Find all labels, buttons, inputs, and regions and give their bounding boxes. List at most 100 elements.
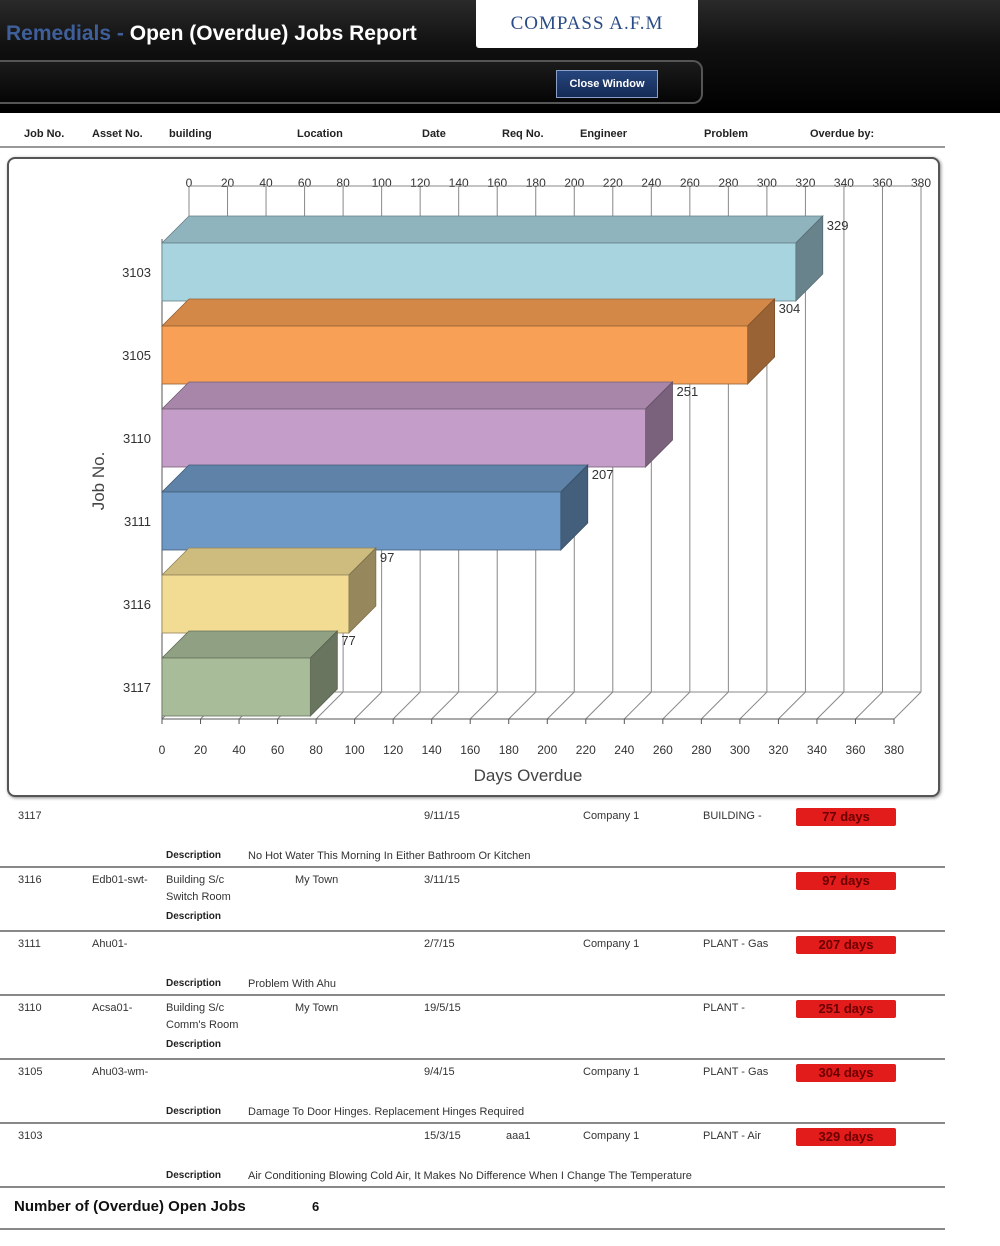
close-window-button[interactable]: Close Window [556,70,658,98]
table-row[interactable]: 3116 Edb01-swt- Building S/c Switch Room My … [0,872,945,938]
bottom-tick-label: 80 [309,743,323,757]
bottom-tick-label: 0 [159,743,166,757]
bottom-tick-label: 280 [691,743,711,757]
chart-svg: 0 0 20 20 40 40 60 60 80 80 100 100 120 120 140 140 160 1… [89,176,931,785]
bottom-tick-label: 100 [345,743,365,757]
description-text: Damage To Door Hinges. Replacement Hinge… [248,1106,525,1118]
description-text: Air Conditioning Blowing Cold Air, It Ma… [248,1170,692,1182]
bottom-tick-label: 20 [194,743,208,757]
row-divider [0,866,945,868]
job-number: 3117 [18,810,42,822]
building-detail: Switch Room [166,891,231,903]
overdue-badge: 304 days [796,1064,896,1082]
x-axis-title: Days Overdue [474,766,583,785]
asset-number: Edb01-swt- [92,874,148,886]
bar-value-label: 304 [779,301,801,316]
gridline-floor [546,691,575,720]
category-label: 3103 [122,265,151,280]
gridline-floor [392,691,421,720]
description-label: Description [166,978,222,989]
bar-top-3105 [161,298,776,327]
gridline-floor [585,691,614,720]
column-header-problem: Problem [704,128,749,140]
asset-number: Ahu01- [92,938,128,950]
gridline-floor [508,691,537,720]
column-header-location: Location [297,128,343,140]
description-text: No Hot Water This Morning In Either Bath… [248,850,531,862]
problem: BUILDING - [703,810,762,822]
bottom-tick-label: 300 [730,743,750,757]
top-tick-label: 160 [487,176,507,190]
title-prefix: Remedials [6,22,112,45]
header-divider [0,146,945,148]
gridline-floor [816,691,845,720]
location: My Town [295,1002,339,1014]
gridline-floor [354,691,382,720]
engineer: Company 1 [583,938,640,950]
engineer: Company 1 [583,1130,640,1142]
overdue-badge: 251 days [796,1000,896,1018]
top-tick-label: 120 [410,176,430,190]
bottom-tick-label: 220 [576,743,596,757]
bar-value-label: 329 [827,218,849,233]
bottom-tick-label: 320 [768,743,788,757]
logo-text: COMPASS A.F.M [510,13,664,34]
table-row[interactable]: 3117 9/11/15 Company 1 BUILDING - 77 days Des… [0,808,945,874]
category-label: 3116 [123,597,151,612]
title-separator: - [111,22,130,45]
column-header-date: Date [422,128,446,140]
building: Building S/c [166,874,225,886]
description-text: Problem With Ahu [248,978,337,990]
table-row[interactable]: 3111 Ahu01- 2/7/15 Company 1 PLANT - Gas 207 … [0,936,945,1002]
table-row[interactable]: 3103 15/3/15 aaa1 Company 1 PLANT - Air 329 d… [0,1128,945,1194]
top-tick-label: 80 [336,176,350,190]
engineer: Company 1 [583,810,640,822]
description-label: Description [166,1039,222,1050]
bottom-tick-label: 200 [537,743,557,757]
table-row[interactable]: 3110 Acsa01- Building S/c Comm's Room My Tow… [0,1000,945,1066]
row-divider [0,930,945,932]
bar-value-label: 97 [380,550,394,565]
top-tick-label: 180 [526,176,546,190]
bottom-tick-label: 380 [884,743,904,757]
column-header-overdue-by: Overdue by: [810,128,875,140]
problem: PLANT - [703,1002,745,1014]
bottom-tick-label: 60 [271,743,285,757]
column-header-building: building [169,128,212,140]
bar-top-3110 [161,381,674,410]
column-header-job-no: Job No. [24,128,65,140]
top-tick-label: 340 [834,176,854,190]
gridline-floor [623,691,652,720]
gridline-floor [739,691,768,720]
footer-divider [0,1228,945,1230]
top-tick-label: 20 [221,176,235,190]
table-row[interactable]: 3105 Ahu03-wm- 9/4/15 Company 1 PLANT - Gas 3… [0,1064,945,1130]
toolbar: Close Window [0,60,703,104]
top-tick-label: 220 [603,176,623,190]
bottom-tick-label: 340 [807,743,827,757]
location: My Town [295,874,339,886]
title-main: Open (Overdue) Jobs Report [129,22,417,45]
top-tick-label: 300 [757,176,777,190]
top-tick-label: 260 [680,176,700,190]
date: 19/5/15 [424,1002,461,1014]
bar-3105 [161,325,748,385]
bar-value-label: 251 [677,384,699,399]
date: 15/3/15 [424,1130,461,1142]
date: 9/4/15 [424,1066,455,1078]
description-label: Description [166,1106,222,1117]
building-detail: Comm's Room [166,1019,239,1031]
gridline-floor [893,691,922,720]
top-tick-label: 320 [795,176,815,190]
bar-3116 [161,574,350,634]
bar-3117 [161,657,311,717]
top-tick-label: 380 [911,176,931,190]
bar-top-3103 [161,215,824,244]
date: 3/11/15 [424,874,460,886]
bar-top-3111 [161,464,589,493]
job-number: 3105 [18,1066,43,1078]
job-number: 3110 [18,1002,42,1014]
gridline-floor [315,691,344,720]
top-tick-label: 40 [259,176,273,190]
top-tick-label: 100 [372,176,392,190]
